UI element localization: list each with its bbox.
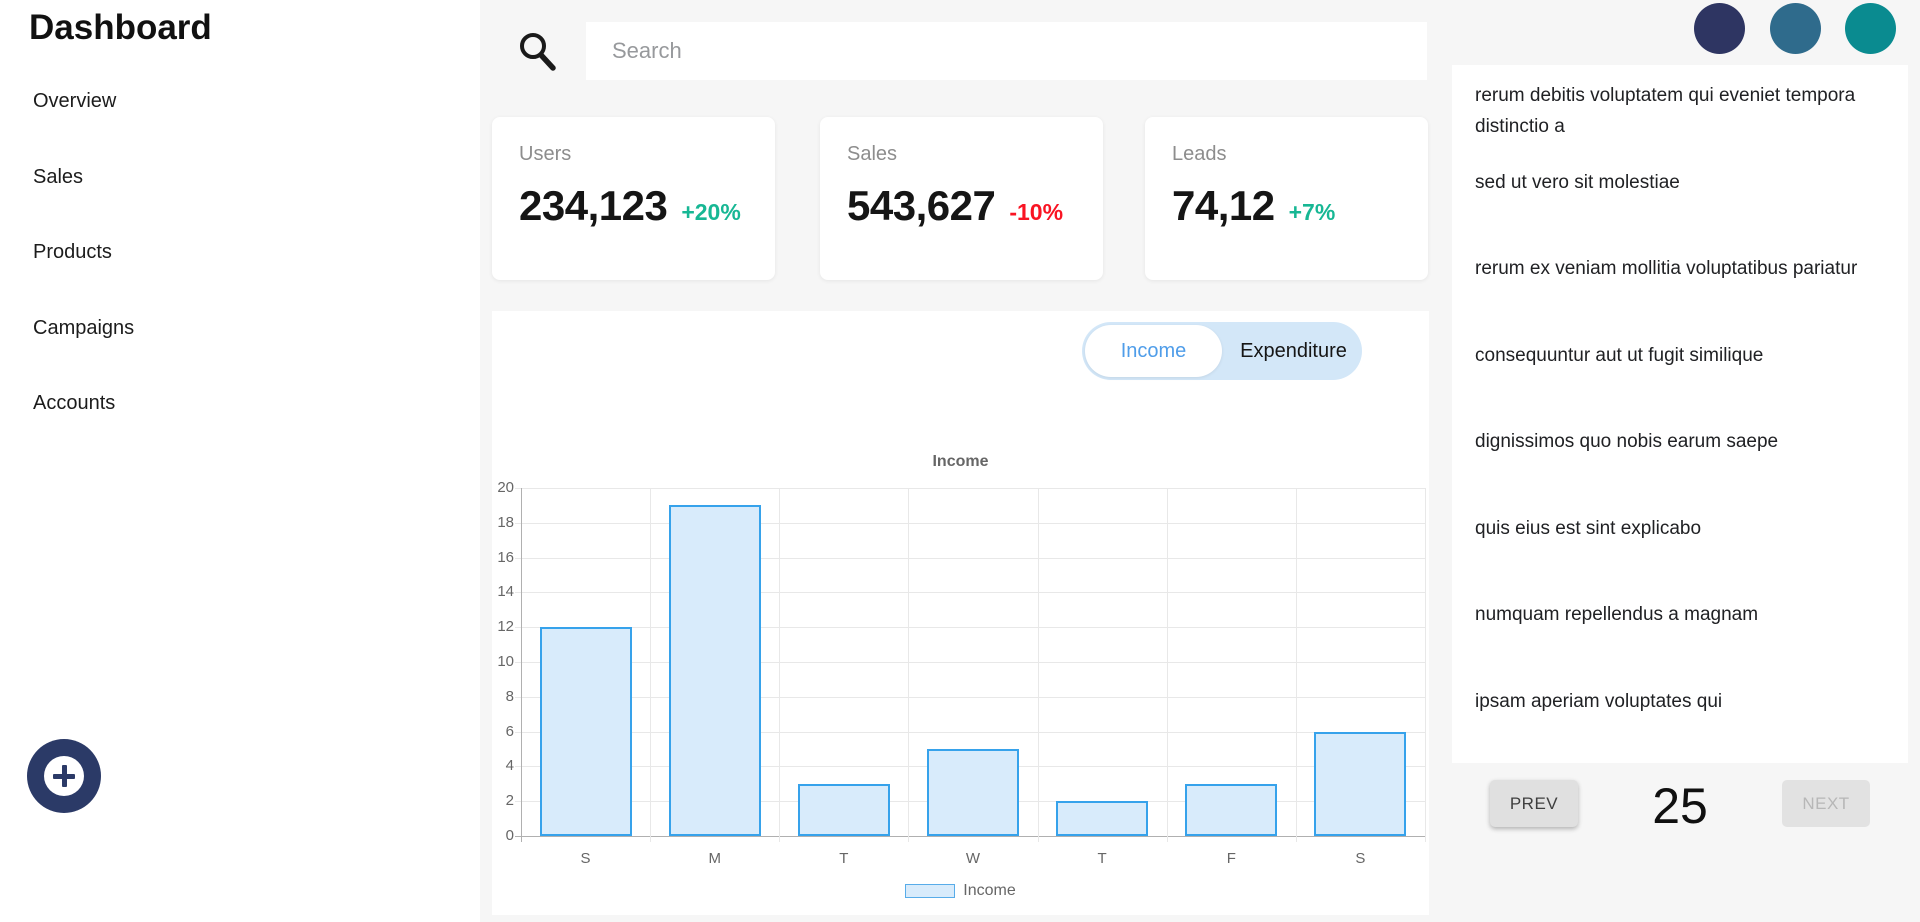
gridline — [521, 488, 522, 842]
gridline — [1425, 488, 1426, 842]
search-icon[interactable] — [517, 30, 559, 74]
chart-panel: Income Expenditure Income 0 2 4 6 8 10 12 14 16 18… — [492, 311, 1429, 915]
chart-bar[interactable] — [797, 783, 890, 836]
gridline — [1166, 488, 1168, 842]
y-tick-label: 18 — [497, 513, 514, 531]
x-tick-label: S — [1355, 850, 1366, 867]
income-bar-chart: 0 2 4 6 8 10 12 14 16 18 20 S M T W T F S — [492, 311, 1429, 915]
chart-bar[interactable] — [1185, 783, 1278, 836]
y-tick-label: 8 — [505, 687, 514, 705]
search-input[interactable] — [586, 22, 1427, 80]
stat-delta: -10% — [1009, 199, 1064, 225]
toggle-option-expenditure[interactable]: Expenditure — [1240, 339, 1347, 362]
y-tick-label: 10 — [497, 653, 514, 670]
prev-button[interactable]: PREV — [1490, 780, 1578, 827]
sidebar-item-accounts[interactable]: Accounts — [33, 392, 116, 414]
avatar-3[interactable] — [1845, 3, 1896, 54]
gridline — [515, 592, 1425, 594]
list-item[interactable]: sed ut vero sit molestiae — [1475, 171, 1680, 193]
y-tick-label: 16 — [497, 548, 514, 566]
sidebar: Dashboard Overview Sales Products Campaigns… — [0, 0, 480, 922]
gridline — [1295, 488, 1297, 842]
y-tick-label: 12 — [497, 618, 514, 636]
stat-delta: +20% — [681, 199, 741, 225]
list-item[interactable]: ipsam aperiam voluptates qui — [1475, 690, 1723, 712]
gridline — [650, 488, 652, 842]
gridline — [515, 488, 1425, 489]
gridline — [908, 488, 910, 842]
x-tick-label: W — [965, 850, 981, 867]
stat-value: 234,123 — [519, 182, 668, 229]
sidebar-item-overview[interactable]: Overview — [33, 90, 117, 112]
gridline — [515, 731, 1425, 733]
y-tick-label: 14 — [497, 583, 514, 601]
page-number: 25 — [1652, 778, 1708, 834]
toggle-option-income[interactable]: Income — [1085, 325, 1222, 377]
chart-legend[interactable]: Income — [492, 882, 1429, 900]
sidebar-nav: Overview Sales Products Campaigns Accounts — [33, 90, 333, 468]
y-tick-label: 6 — [505, 722, 514, 740]
y-tick-label: 20 — [497, 479, 514, 496]
x-tick-label: S — [580, 850, 591, 867]
gridline — [515, 522, 1425, 524]
gridline — [515, 627, 1425, 629]
avatar-2[interactable] — [1769, 3, 1821, 54]
sidebar-item-sales[interactable]: Sales — [33, 165, 84, 188]
list-item[interactable]: rerum ex veniam mollitia voluptatibus pa… — [1475, 258, 1858, 279]
messages-panel: rerum debitis voluptatem qui eveniet tem… — [1452, 65, 1908, 763]
stat-card-sales: Sales 543,627 -10% — [820, 117, 1103, 280]
legend-label: Income — [963, 882, 1016, 899]
gridline — [779, 488, 781, 842]
x-tick-label: T — [839, 850, 849, 867]
chart-bar[interactable] — [539, 627, 632, 836]
stat-card-users: Users 234,123 +20% — [492, 117, 775, 280]
page-title: Dashboard — [29, 8, 212, 47]
list-item[interactable]: quis eius est sint explicabo — [1475, 517, 1702, 539]
chart-bar[interactable] — [1056, 801, 1149, 836]
stat-value: 74,12 — [1172, 182, 1275, 229]
chart-bar[interactable] — [668, 505, 761, 836]
list-item[interactable]: dignissimos quo nobis earum saepe — [1475, 431, 1779, 452]
y-tick-label: 2 — [505, 792, 514, 810]
gridline — [515, 836, 1425, 837]
chart-bar[interactable] — [927, 749, 1019, 836]
add-button[interactable] — [27, 739, 101, 813]
list-item[interactable]: consequuntur aut ut fugit similique — [1475, 344, 1764, 366]
y-tick-label: 4 — [505, 757, 514, 775]
avatar-1[interactable] — [1694, 3, 1745, 54]
list-item[interactable]: numquam repellendus a magnam — [1475, 604, 1759, 625]
x-tick-label: T — [1097, 850, 1107, 867]
plus-icon — [44, 756, 84, 796]
stat-label: Leads — [1172, 143, 1227, 165]
stat-value: 543,627 — [847, 182, 996, 229]
chart-title: Income — [932, 453, 989, 470]
stat-card-leads: Leads 74,12 +7% — [1145, 117, 1428, 280]
x-tick-label: M — [708, 850, 721, 867]
gridline — [515, 557, 1425, 559]
y-tick-label: 0 — [505, 827, 514, 844]
stat-delta: +7% — [1288, 199, 1336, 225]
chart-series-toggle: Income Expenditure — [1082, 322, 1362, 380]
stat-label: Sales — [847, 143, 898, 165]
list-item[interactable]: rerum debitis voluptatem qui eveniet tem… — [1475, 85, 1856, 137]
gridline — [1037, 488, 1039, 842]
sidebar-item-campaigns[interactable]: Campaigns — [33, 316, 135, 339]
sidebar-item-products[interactable]: Products — [33, 241, 112, 263]
x-tick-label: F — [1226, 850, 1236, 867]
next-button[interactable]: NEXT — [1782, 780, 1870, 827]
chart-bar[interactable] — [1314, 731, 1407, 836]
legend-swatch — [905, 884, 956, 898]
gridline — [515, 662, 1425, 663]
gridline — [515, 696, 1425, 698]
stat-label: Users — [519, 143, 572, 165]
